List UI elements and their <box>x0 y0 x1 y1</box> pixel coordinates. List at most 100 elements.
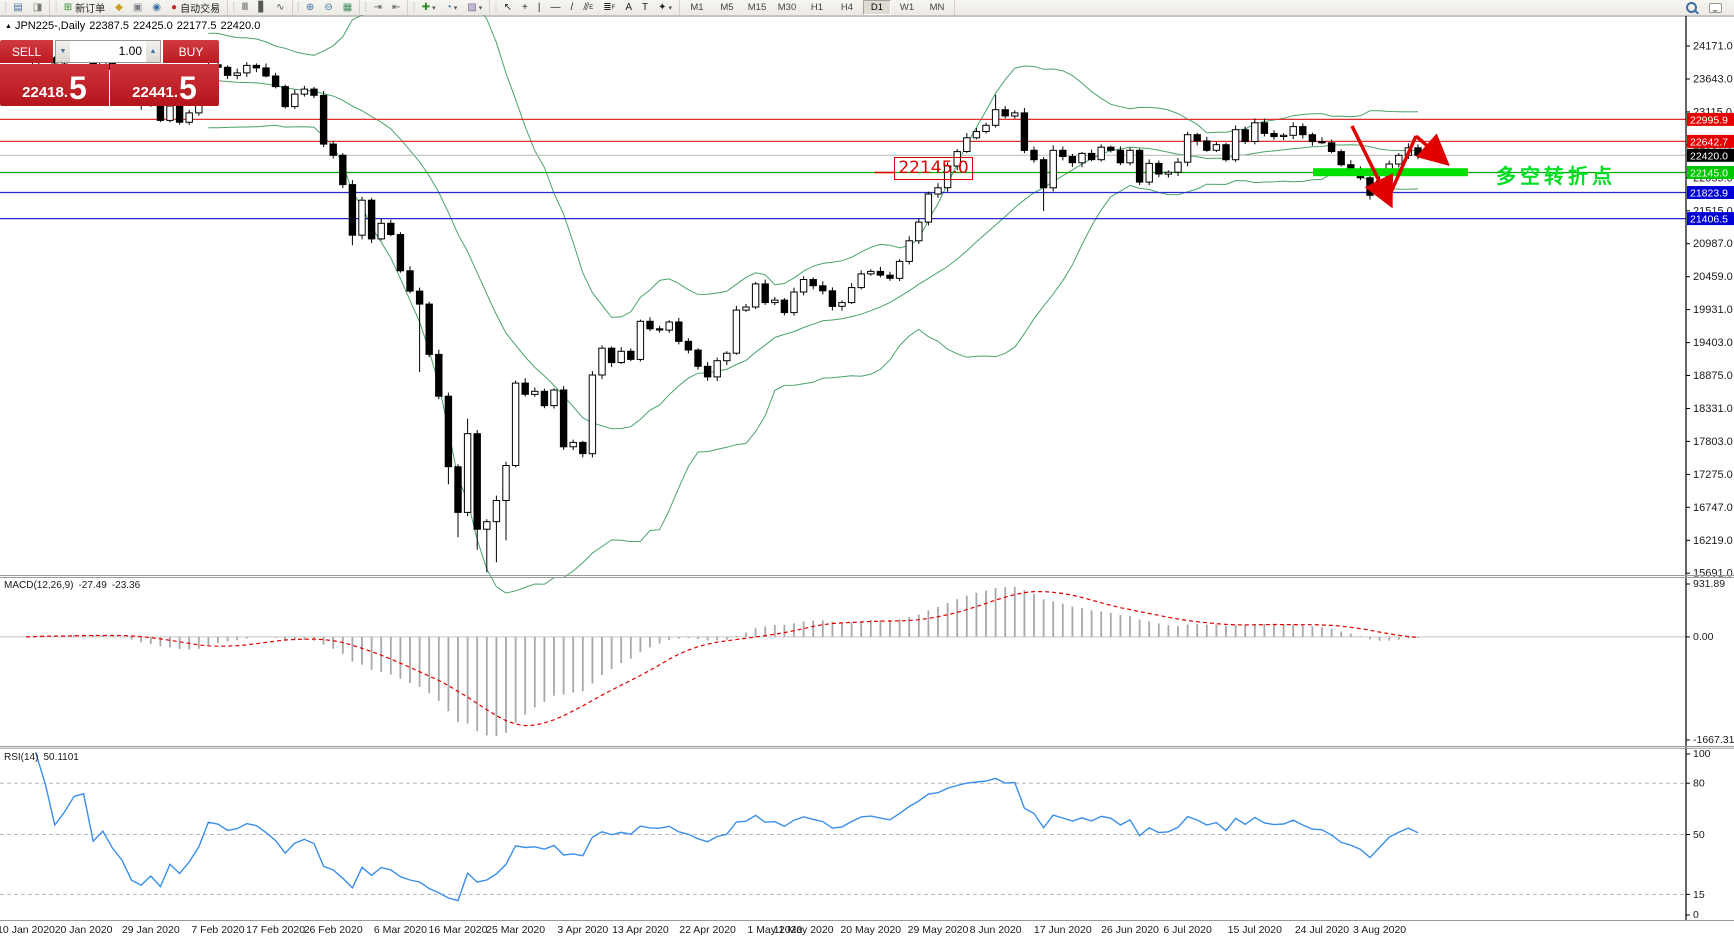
styler-button[interactable]: ◆ <box>111 0 127 15</box>
search-icon[interactable] <box>1686 2 1697 13</box>
autotrading-button[interactable]: ● 自动交易 <box>167 0 224 15</box>
text-icon: A <box>625 2 632 13</box>
fibonacci-button[interactable]: ≣ F <box>599 0 619 15</box>
zoom-out-button[interactable]: ⊖ <box>320 0 336 15</box>
crosshair-button[interactable]: + <box>518 0 532 15</box>
rsi-line <box>34 752 1419 902</box>
history-center-button[interactable]: ▣ <box>129 0 146 15</box>
timeframe-h4[interactable]: H4 <box>840 2 854 13</box>
price-annotation-box[interactable]: 22145.0 <box>894 157 973 180</box>
template-icon: ▨ <box>467 2 477 13</box>
indicators-button[interactable]: ✚ ▾ <box>418 0 440 15</box>
group-drag-handle[interactable]: ┊ <box>231 2 237 12</box>
trendline-button[interactable]: / <box>566 0 577 15</box>
volume-down-button[interactable]: ▼ <box>56 41 70 62</box>
cursor-button[interactable]: ↖ <box>500 0 516 15</box>
turning-point-note[interactable]: 多空转折点 <box>1496 166 1616 188</box>
channel-button[interactable]: ⫻ E <box>579 0 597 15</box>
periods-button[interactable]: ◔ ▾ <box>442 0 462 15</box>
svg-text:931.89: 931.89 <box>1693 578 1725 590</box>
timeframe-mn[interactable]: MN <box>929 2 945 13</box>
tile-windows-button[interactable]: ▦ <box>339 0 356 15</box>
ohlc-close: 22420.0 <box>220 20 261 32</box>
svg-text:21406.5: 21406.5 <box>1690 214 1728 226</box>
chevron-down-icon[interactable]: ▾ <box>432 4 436 12</box>
volume-up-button[interactable]: ▲ <box>146 41 160 62</box>
vertical-line-button[interactable]: | <box>534 0 545 15</box>
text-label-button[interactable]: T <box>638 0 652 15</box>
svg-text:15: 15 <box>1693 889 1705 901</box>
zoom-in-button[interactable]: ⊕ <box>302 0 318 15</box>
svg-text:25 Mar 2020: 25 Mar 2020 <box>486 924 545 936</box>
svg-text:17803.0: 17803.0 <box>1693 436 1733 448</box>
chevron-down-icon[interactable]: ▾ <box>453 4 458 12</box>
toolbar-group-trade: ┊ ⊞ 新订单 ◆ ▣ ◉ ● 自动交易 <box>50 0 229 15</box>
buy-price-main: 22441. <box>132 84 179 101</box>
horizontal-line-button[interactable]: — <box>546 0 564 15</box>
new-order-button[interactable]: ⊞ 新订单 <box>60 0 109 15</box>
rsi-name: RSI(14) <box>4 752 39 763</box>
group-drag-handle[interactable]: ┊ <box>493 2 499 12</box>
timeframe-h1[interactable]: H1 <box>810 2 824 13</box>
chart-window-button[interactable]: ▤ <box>9 0 26 15</box>
candlestick-series <box>22 48 1422 573</box>
periods-icon: ◔ <box>445 2 452 13</box>
ohlc-open: 22387.5 <box>89 20 130 32</box>
svg-text:24 Jul 2020: 24 Jul 2020 <box>1295 924 1349 936</box>
highlight-bar-annotation[interactable] <box>1313 168 1468 177</box>
date-axis: 10 Jan 2020 20 Jan 2020 29 Jan 2020 7 Feb 2… <box>0 924 1406 936</box>
volume-field[interactable]: 1.00 <box>70 41 146 62</box>
macd-signal-line <box>25 591 1419 727</box>
auto-scroll-button[interactable]: ⇥ <box>370 0 386 15</box>
svg-text:16747.0: 16747.0 <box>1693 502 1733 514</box>
svg-text:29 Jan 2020: 29 Jan 2020 <box>122 924 180 936</box>
candlestick-icon: ▋ <box>258 2 267 13</box>
text-button[interactable]: A <box>621 0 636 15</box>
toolbar-group-zoom: ┊ ⊕ ⊖ ▦ <box>293 0 361 15</box>
ohlc-low: 22177.5 <box>176 20 217 32</box>
volume-stepper: ▼ 1.00 ▲ <box>55 40 161 63</box>
symbol-name: JPN225-,Daily <box>14 20 86 32</box>
template-button[interactable]: ▨ ▾ <box>463 0 486 15</box>
buy-price[interactable]: 22441. 5 <box>110 64 219 106</box>
timeframe-m30[interactable]: M30 <box>777 2 797 13</box>
svg-text:22995.9: 22995.9 <box>1690 114 1728 126</box>
chat-icon[interactable] <box>1709 2 1722 13</box>
bar-chart-button[interactable]: Ⅲ <box>238 0 253 15</box>
buy-button[interactable]: BUY <box>163 40 219 63</box>
timeframe-w1[interactable]: W1 <box>899 2 915 13</box>
svg-text:18331.0: 18331.0 <box>1693 403 1733 415</box>
group-drag-handle[interactable]: ┊ <box>295 2 302 12</box>
sell-price[interactable]: 22418. 5 <box>0 64 109 106</box>
rsi-scale-labels: 100 80 50 15 0 <box>1686 748 1711 921</box>
macd-indicator-label: MACD(12,26,9) -27.49 -23.36 <box>4 580 145 591</box>
timeframe-d1[interactable]: D1 <box>863 0 891 15</box>
group-drag-handle[interactable]: ┊ <box>53 2 59 12</box>
svg-text:20 May 2020: 20 May 2020 <box>840 924 901 936</box>
shapes-button[interactable]: ✦ ▾ <box>654 0 676 15</box>
group-drag-handle[interactable]: ┊ <box>411 2 417 12</box>
group-drag-handle[interactable]: ┊ <box>363 2 369 12</box>
zoom-out-icon: ⊖ <box>324 2 333 13</box>
indicators-icon: ✚ <box>421 2 431 13</box>
zigzag-arrow-annotation[interactable] <box>875 125 1450 209</box>
toolbar-group-objects: ┊ ↖ + | — / ⫻ E ≣ F A T ✦ ▾ <box>490 0 680 15</box>
timeframe-m5[interactable]: M5 <box>720 2 734 13</box>
signals-button[interactable]: ◉ <box>148 0 165 15</box>
vertical-line-icon: | <box>537 2 541 13</box>
sell-button[interactable]: SELL <box>0 40 53 63</box>
svg-text:0.00: 0.00 <box>1693 631 1714 643</box>
chevron-down-icon[interactable]: ▾ <box>668 4 672 12</box>
line-chart-button[interactable]: ∿ <box>272 0 288 15</box>
chart-shift-button[interactable]: ⇤ <box>388 0 404 15</box>
chevron-down-icon[interactable]: ▾ <box>478 4 483 12</box>
timeframe-m1[interactable]: M1 <box>690 2 704 13</box>
data-window-button[interactable]: ◨ <box>29 0 46 15</box>
chart-shift-icon: ⇤ <box>391 2 401 13</box>
timeframe-m15[interactable]: M15 <box>747 2 767 13</box>
group-drag-handle[interactable]: ┊ <box>3 2 9 12</box>
svg-text:26 Jun 2020: 26 Jun 2020 <box>1101 924 1159 936</box>
svg-text:22420.0: 22420.0 <box>1690 150 1728 162</box>
candlestick-button[interactable]: ▋ <box>254 0 270 15</box>
